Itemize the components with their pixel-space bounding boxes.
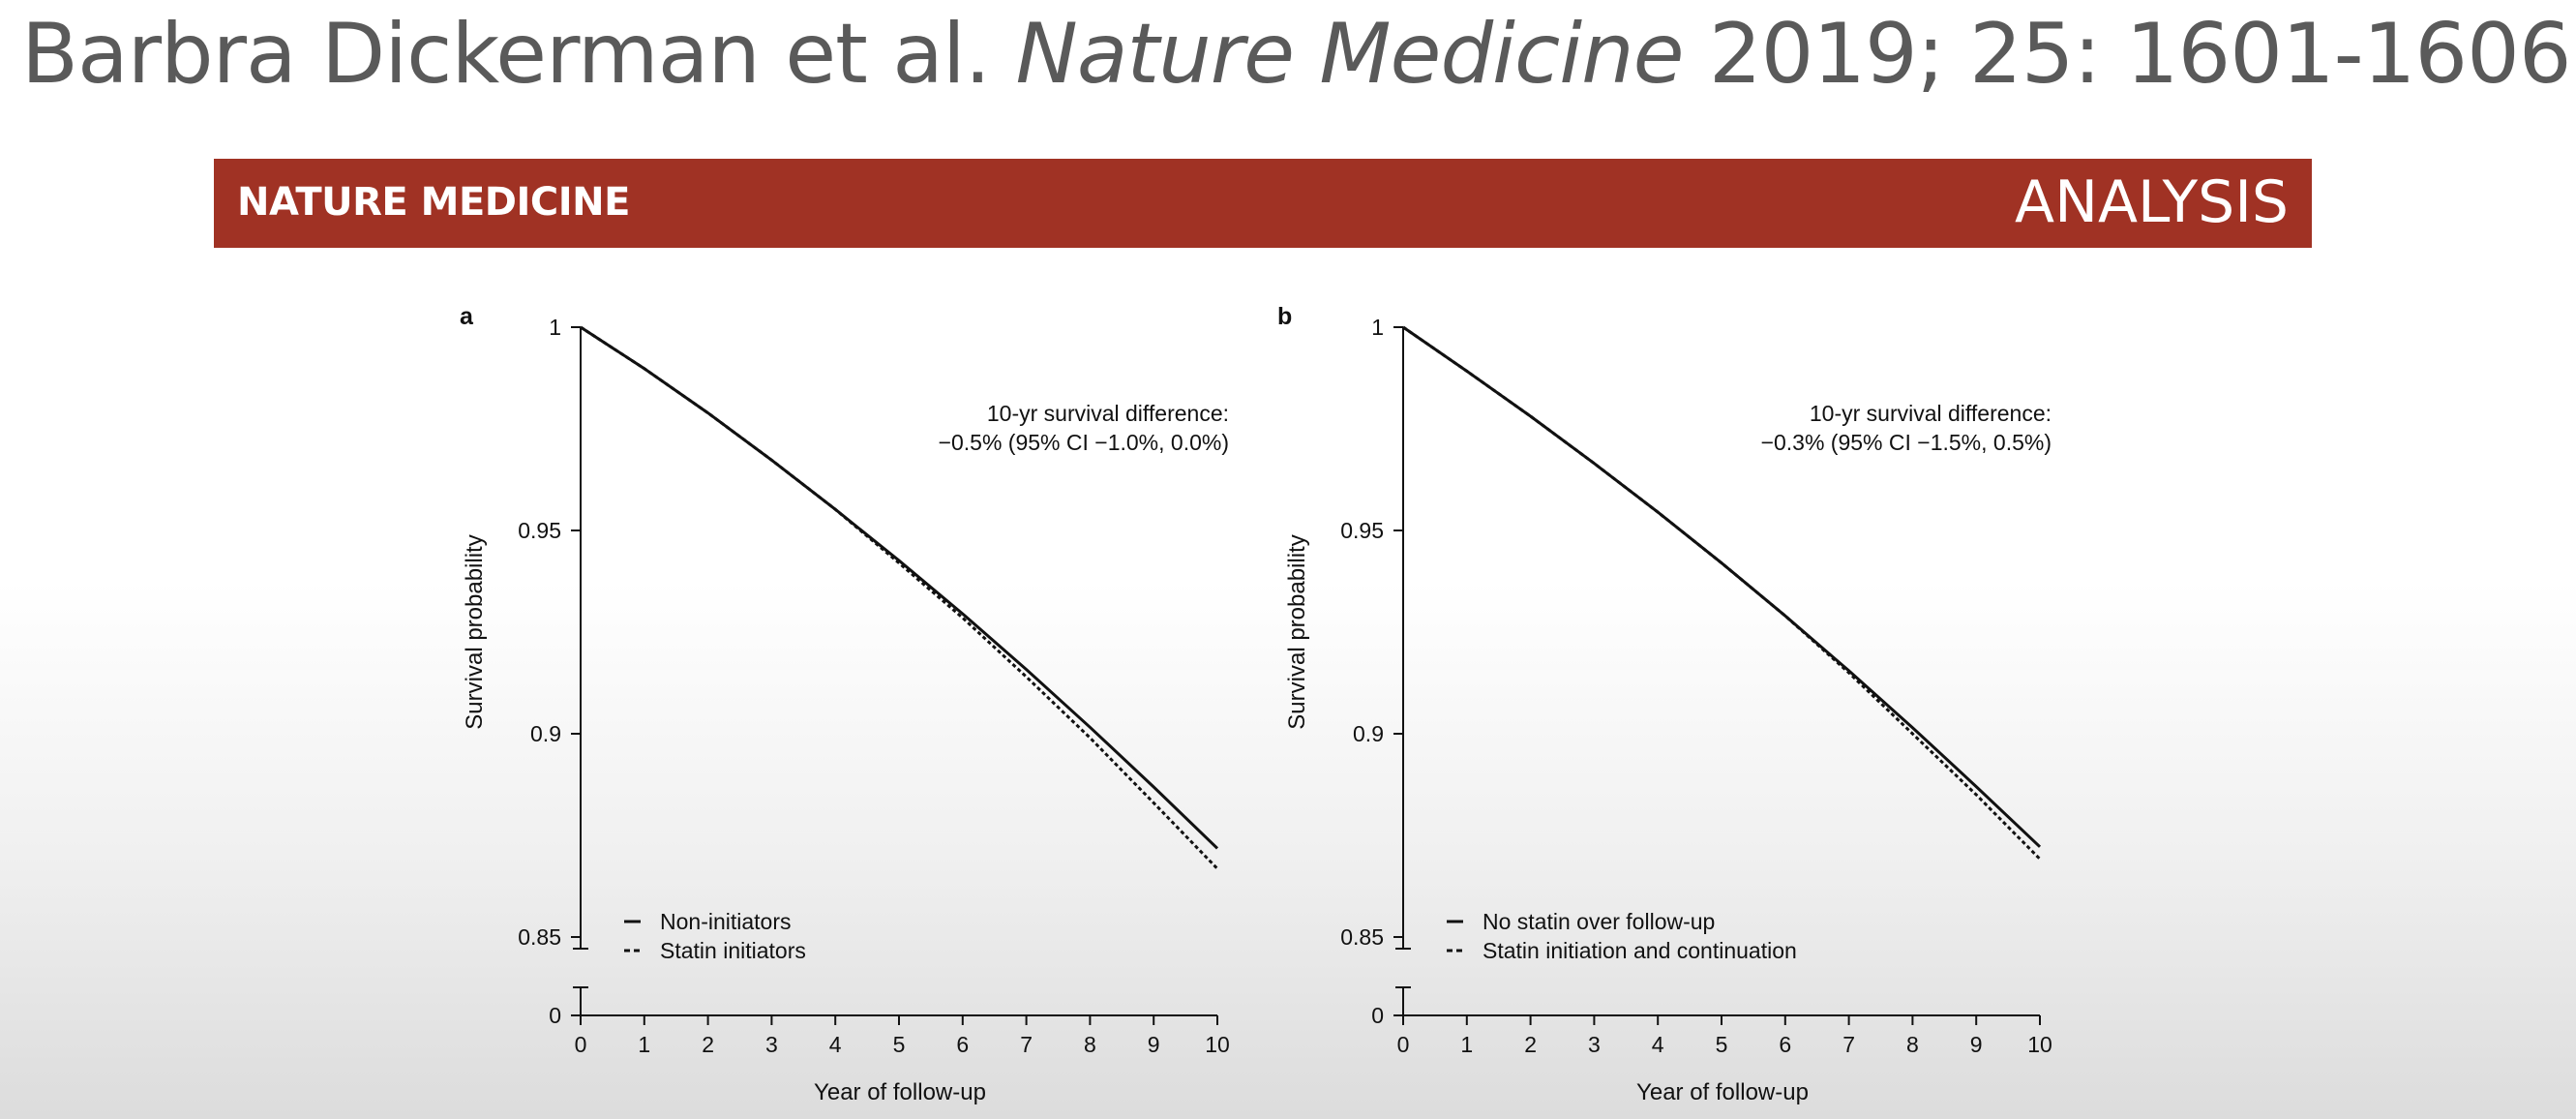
- x-tick-label: 2: [702, 1032, 714, 1057]
- y-tick-label: 0.95: [1340, 518, 1384, 543]
- legend-label: Non-initiators: [660, 909, 792, 934]
- x-tick-label: 4: [829, 1032, 842, 1057]
- annotation-line: −0.3% (95% CI −1.5%, 0.5%): [1761, 430, 2052, 455]
- y-tick-label: 0.85: [1340, 924, 1384, 950]
- x-tick-label: 1: [638, 1032, 650, 1057]
- x-axis-label: Year of follow-up: [1636, 1079, 1809, 1105]
- x-tick-label: 2: [1524, 1032, 1537, 1057]
- x-tick-label: 6: [1779, 1032, 1791, 1057]
- journal-name: NATURE MEDICINE: [237, 180, 630, 225]
- annotation-line: −0.5% (95% CI −1.0%, 0.0%): [939, 430, 1229, 455]
- x-tick-label: 8: [1084, 1032, 1096, 1057]
- article-type: ANALYSIS: [2015, 168, 2289, 236]
- x-tick-label: 10: [2027, 1032, 2052, 1057]
- x-tick-label: 10: [1205, 1032, 1230, 1057]
- title-citation: 2019; 25: 1601-1606: [1683, 6, 2572, 103]
- slide-title: Barbra Dickerman et al. Nature Medicine …: [21, 6, 2572, 103]
- title-journal: Nature Medicine: [1015, 6, 1684, 103]
- x-tick-label: 9: [1148, 1032, 1160, 1057]
- x-tick-label: 7: [1020, 1032, 1033, 1057]
- y-axis-label: Survival probability: [1284, 534, 1310, 729]
- series-line-2: [1402, 325, 2042, 861]
- x-tick-label: 1: [1460, 1032, 1473, 1057]
- annotation-line: 10-yr survival difference:: [987, 401, 1229, 426]
- x-tick-label: 5: [893, 1032, 906, 1057]
- x-tick-label: 6: [956, 1032, 969, 1057]
- y-tick-label: 0: [1371, 1003, 1384, 1028]
- x-tick-label: 9: [1970, 1032, 1983, 1057]
- title-authors: Barbra Dickerman et al.: [21, 6, 1016, 103]
- x-tick-label: 0: [1397, 1032, 1410, 1057]
- y-axis-label: Survival probability: [462, 534, 488, 729]
- x-tick-label: 0: [575, 1032, 587, 1057]
- panel-letter: b: [1277, 303, 1292, 330]
- legend-label: No statin over follow-up: [1483, 909, 1715, 934]
- x-tick-label: 5: [1716, 1032, 1728, 1057]
- x-tick-label: 3: [765, 1032, 778, 1057]
- legend-label: Statin initiators: [660, 938, 806, 963]
- y-tick-label: 1: [549, 315, 561, 340]
- series-line-1: [580, 325, 1219, 850]
- x-tick-label: 3: [1588, 1032, 1601, 1057]
- series-line-2: [580, 325, 1219, 870]
- y-tick-label: 0.9: [530, 721, 561, 746]
- x-tick-label: 4: [1652, 1032, 1664, 1057]
- panel-letter: a: [460, 303, 474, 330]
- x-tick-label: 8: [1906, 1032, 1919, 1057]
- journal-banner: NATURE MEDICINE ANALYSIS: [214, 159, 2312, 248]
- legend-label: Statin initiation and continuation: [1483, 938, 1797, 963]
- y-tick-label: 0.85: [518, 924, 561, 950]
- x-axis-label: Year of follow-up: [814, 1079, 986, 1105]
- x-tick-label: 7: [1842, 1032, 1855, 1057]
- y-tick-label: 1: [1371, 315, 1384, 340]
- y-tick-label: 0.95: [518, 518, 561, 543]
- y-tick-label: 0.9: [1353, 721, 1384, 746]
- annotation-line: 10-yr survival difference:: [1810, 401, 2052, 426]
- y-tick-label: 0: [549, 1003, 561, 1028]
